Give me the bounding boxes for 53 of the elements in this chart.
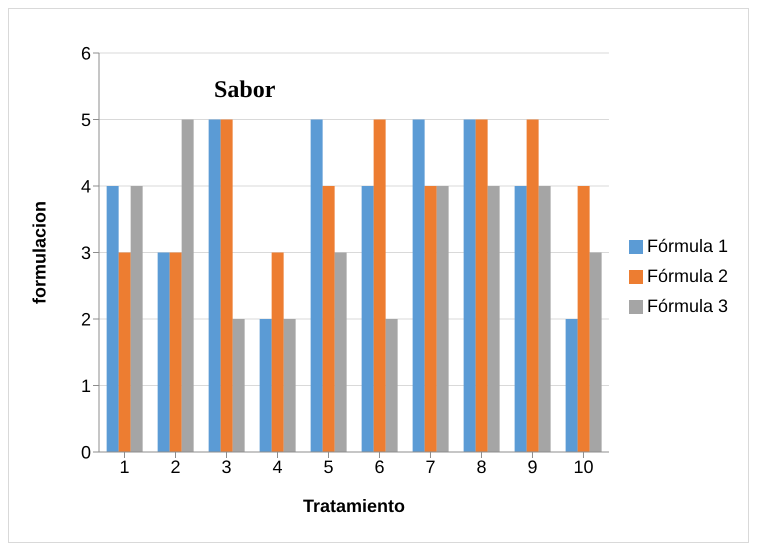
bar bbox=[182, 120, 194, 452]
y-axis-title: formulacion bbox=[29, 200, 50, 304]
bar bbox=[566, 319, 578, 452]
bar bbox=[538, 186, 551, 452]
text: Sabor bbox=[214, 77, 276, 104]
bar bbox=[334, 252, 347, 452]
bar bbox=[106, 186, 119, 452]
bar bbox=[130, 186, 143, 452]
legend-label: Fórmula 1 bbox=[646, 236, 728, 256]
bar bbox=[514, 186, 527, 452]
bar bbox=[158, 252, 170, 452]
bar bbox=[412, 120, 425, 452]
bar bbox=[284, 319, 296, 452]
bar bbox=[232, 319, 245, 452]
y-tick-label: 0 bbox=[80, 442, 91, 462]
bar bbox=[386, 319, 398, 452]
bar bbox=[118, 252, 131, 452]
bar bbox=[476, 120, 488, 452]
bar bbox=[374, 120, 386, 452]
x-axis-title: Tratamiento bbox=[302, 496, 405, 516]
bar bbox=[260, 319, 272, 452]
y-tick-label: 1 bbox=[80, 376, 91, 396]
bar bbox=[578, 186, 590, 452]
x-tick-label: 3 bbox=[221, 456, 232, 477]
bar bbox=[208, 120, 221, 452]
legend-label: Fórmula 3 bbox=[646, 296, 728, 316]
x-tick-label: 6 bbox=[374, 456, 384, 477]
y-tick-label: 2 bbox=[80, 309, 91, 330]
legend-label: Fórmula 2 bbox=[646, 266, 728, 286]
x-tick-label: 1 bbox=[119, 456, 130, 477]
bar bbox=[488, 186, 500, 452]
y-tick-label: 5 bbox=[80, 110, 91, 130]
x-tick-label: 7 bbox=[425, 456, 436, 477]
x-tick-label: 9 bbox=[527, 456, 538, 477]
bar bbox=[272, 252, 284, 452]
bar bbox=[220, 120, 233, 452]
bar bbox=[322, 186, 335, 452]
bar bbox=[464, 120, 476, 452]
bar bbox=[436, 186, 449, 452]
bar bbox=[590, 252, 602, 452]
x-tick-label: 5 bbox=[323, 456, 334, 477]
x-tick-label: 4 bbox=[272, 456, 282, 477]
bar bbox=[526, 120, 539, 452]
y-tick-label: 6 bbox=[80, 43, 91, 64]
y-tick-label: 4 bbox=[80, 176, 91, 196]
bar bbox=[362, 186, 374, 452]
bar bbox=[310, 120, 323, 452]
x-tick-label: 2 bbox=[170, 456, 181, 477]
y-tick-label: 3 bbox=[80, 242, 91, 263]
bar bbox=[424, 186, 437, 452]
bar bbox=[170, 252, 182, 452]
x-tick-label: 8 bbox=[476, 456, 486, 477]
x-tick-label: 10 bbox=[573, 456, 594, 477]
